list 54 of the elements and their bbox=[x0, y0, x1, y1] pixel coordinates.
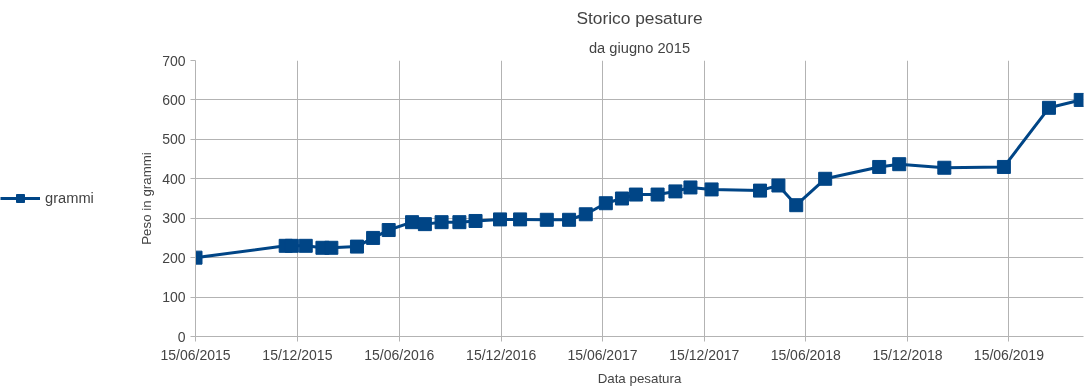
point bbox=[628, 187, 643, 202]
y-axis-title: Peso in grammi bbox=[139, 152, 155, 245]
point bbox=[668, 184, 683, 199]
chart-subtitle: da giugno 2015 bbox=[588, 39, 691, 56]
point bbox=[1041, 100, 1056, 115]
point bbox=[381, 223, 396, 238]
point bbox=[539, 212, 554, 227]
x-tick-label: 15/12/2015 bbox=[262, 346, 333, 363]
point bbox=[578, 207, 593, 222]
legend-label: grammi bbox=[45, 190, 94, 206]
point bbox=[753, 183, 768, 198]
point bbox=[650, 187, 665, 202]
x-tick-label: 15/12/2016 bbox=[466, 346, 537, 363]
point bbox=[452, 215, 467, 230]
chart-title: Storico pesature bbox=[576, 7, 703, 28]
point bbox=[704, 182, 719, 197]
point bbox=[771, 178, 786, 193]
point bbox=[284, 238, 299, 253]
point bbox=[562, 212, 577, 227]
point bbox=[405, 215, 420, 230]
y-tick-label: 200 bbox=[162, 249, 186, 266]
x-tick-label: 15/06/2019 bbox=[973, 346, 1045, 363]
point bbox=[349, 239, 364, 254]
x-tick-label: 15/06/2015 bbox=[160, 346, 231, 363]
point bbox=[789, 198, 804, 213]
point bbox=[366, 230, 381, 245]
point bbox=[614, 191, 629, 206]
point bbox=[598, 196, 613, 211]
point bbox=[468, 213, 483, 228]
y-tick-label: 600 bbox=[162, 91, 186, 108]
y-tick-label: 400 bbox=[162, 170, 186, 187]
point bbox=[324, 240, 339, 255]
x-tick-label: 15/06/2016 bbox=[364, 346, 435, 363]
x-tick-label: 15/06/2018 bbox=[770, 346, 841, 363]
y-tick-label: 500 bbox=[162, 131, 186, 148]
point bbox=[493, 212, 508, 227]
point bbox=[683, 180, 698, 195]
point bbox=[513, 212, 528, 227]
point bbox=[996, 159, 1011, 174]
point bbox=[892, 157, 907, 172]
x-axis-title: Data pesatura bbox=[597, 370, 682, 386]
point bbox=[937, 160, 952, 175]
y-tick-label: 100 bbox=[162, 289, 186, 306]
point bbox=[872, 159, 887, 174]
point bbox=[434, 215, 449, 230]
y-tick-label: 0 bbox=[177, 328, 186, 345]
point bbox=[417, 217, 432, 232]
point bbox=[818, 171, 833, 186]
x-tick-label: 15/12/2017 bbox=[669, 346, 740, 363]
x-tick-label: 15/12/2018 bbox=[872, 346, 943, 363]
y-tick-label: 300 bbox=[162, 210, 186, 227]
x-tick-label: 15/06/2017 bbox=[567, 346, 638, 363]
point bbox=[298, 238, 313, 253]
y-tick-label: 700 bbox=[162, 52, 186, 69]
